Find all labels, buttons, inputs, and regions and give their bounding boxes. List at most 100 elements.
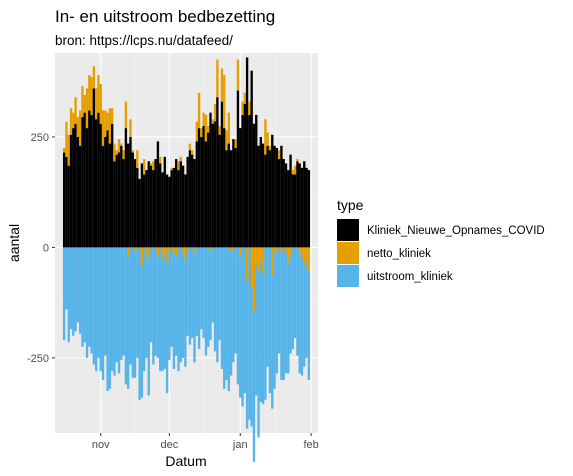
bar — [255, 265, 258, 396]
bar — [175, 256, 178, 356]
bar — [133, 159, 137, 248]
legend-swatch — [337, 242, 359, 264]
bar — [97, 112, 100, 248]
y-tick-label: -250 — [27, 353, 49, 365]
bar — [124, 247, 128, 385]
bar — [74, 123, 77, 248]
bar — [136, 167, 139, 248]
bar — [161, 258, 164, 372]
bar — [113, 161, 116, 248]
bar — [255, 247, 258, 266]
bar — [181, 251, 185, 358]
bar — [291, 174, 295, 248]
bar — [90, 77, 93, 115]
bar — [211, 247, 214, 323]
bar — [200, 136, 203, 248]
bar — [245, 57, 249, 248]
bar — [229, 150, 233, 248]
bar — [69, 247, 73, 330]
bar — [154, 249, 157, 356]
bar — [223, 128, 226, 248]
bar — [124, 128, 128, 248]
bar — [88, 247, 91, 347]
bar — [92, 66, 96, 89]
bar — [257, 145, 260, 248]
bar — [257, 247, 260, 272]
bar — [284, 163, 288, 248]
bar — [108, 108, 112, 144]
bar — [280, 247, 283, 252]
bar — [277, 159, 281, 248]
bar — [74, 97, 77, 124]
bar — [83, 112, 86, 248]
bar — [83, 94, 86, 113]
bar — [172, 247, 176, 255]
bar — [78, 247, 82, 334]
bar — [133, 247, 137, 252]
bar — [218, 134, 221, 248]
bar — [129, 119, 132, 137]
bar — [154, 159, 157, 248]
bar — [159, 156, 162, 164]
bar — [156, 141, 160, 248]
bar — [74, 247, 77, 332]
bar — [284, 254, 288, 374]
bar — [115, 154, 118, 248]
bar — [259, 136, 263, 248]
bar — [136, 150, 139, 168]
bar — [264, 154, 267, 248]
bar — [307, 271, 311, 380]
bar — [261, 273, 265, 405]
bar — [303, 161, 306, 248]
bar — [239, 247, 242, 257]
y-tick-label: 0 — [43, 242, 49, 254]
bar — [127, 256, 130, 389]
bar — [120, 145, 123, 248]
bar — [85, 128, 89, 248]
bar — [101, 145, 105, 248]
bar — [117, 247, 121, 374]
bar — [298, 163, 301, 248]
bar — [225, 247, 228, 380]
bar — [170, 167, 173, 171]
bars — [62, 57, 311, 462]
bar — [261, 247, 265, 274]
bar — [76, 247, 80, 323]
bar — [236, 90, 240, 248]
bar — [94, 88, 98, 120]
bar — [101, 110, 105, 146]
bar — [186, 249, 189, 336]
bar — [277, 150, 281, 160]
bar — [264, 247, 267, 400]
bar — [195, 247, 198, 336]
bar — [234, 139, 237, 148]
bar — [271, 247, 274, 277]
bar — [175, 159, 178, 248]
bar — [303, 247, 306, 266]
bar — [136, 247, 139, 358]
bar — [197, 247, 201, 350]
bar — [168, 247, 171, 252]
x-axis-title: Datum — [165, 453, 206, 469]
bar — [97, 247, 100, 358]
bar — [250, 70, 253, 248]
bar — [300, 167, 304, 248]
bar — [170, 247, 173, 347]
bar — [289, 154, 292, 248]
bar — [193, 159, 196, 248]
bar — [72, 247, 75, 336]
bar — [252, 247, 256, 312]
bar — [143, 174, 146, 248]
bar — [266, 132, 269, 146]
bar — [127, 143, 130, 248]
bar — [67, 247, 70, 343]
bar — [85, 247, 89, 358]
bar — [204, 114, 208, 142]
bar — [159, 163, 162, 248]
bar — [207, 132, 210, 248]
bar — [209, 251, 212, 341]
bar — [305, 167, 308, 248]
x-tick-label: nov — [92, 439, 110, 451]
bar — [149, 247, 153, 343]
